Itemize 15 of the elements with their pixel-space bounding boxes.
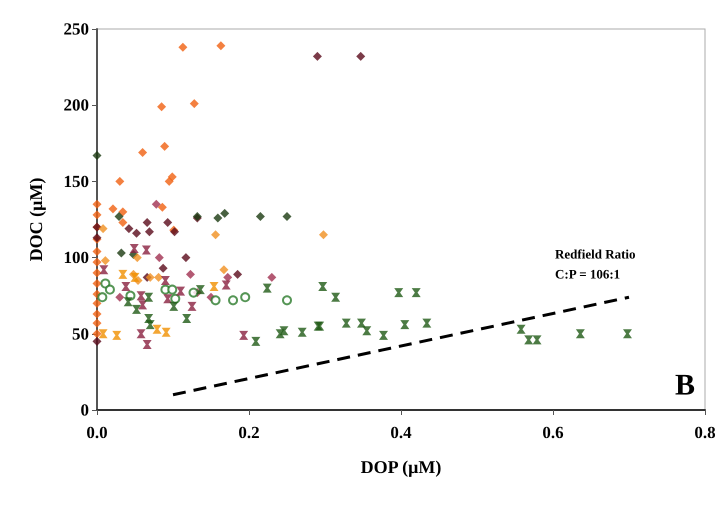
x-tick-label: 0.8 [694,423,716,442]
y-tick-label: 100 [64,248,89,268]
y-tick-label: 0 [80,400,89,420]
y-tick-label: 150 [64,172,89,191]
y-tick-label: 250 [64,20,89,38]
x-tick-label: 0.6 [542,423,564,442]
x-tick-label: 0.0 [86,423,108,442]
x-tick-label: 0.2 [238,423,260,442]
annotation: Redfield Ratio C:P = 106:1 [555,246,636,282]
y-tick-label: 50 [72,324,89,344]
y-axis-title: DOC (μM) [26,178,46,262]
annotation: B [674,368,696,402]
x-axis-title: DOP (μM) [360,457,442,477]
x-tick-label: 0.4 [390,423,412,442]
y-tick-label: 200 [64,96,89,115]
